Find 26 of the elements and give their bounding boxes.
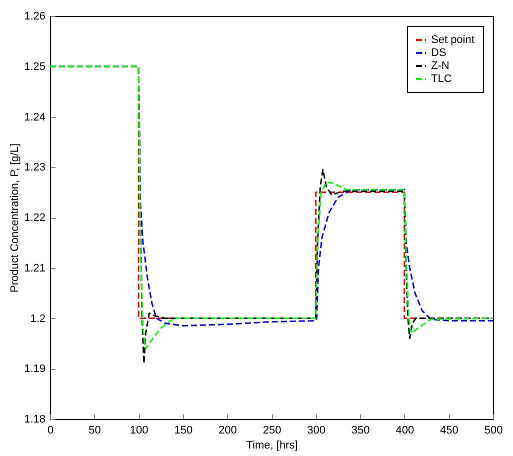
x-tick-label: 500 — [484, 424, 503, 436]
x-tick-label: 50 — [88, 424, 101, 436]
legend-label: Set point — [431, 34, 474, 46]
y-tick-label: 1.18 — [24, 414, 46, 426]
y-tick-label: 1.23 — [24, 162, 46, 174]
y-tick-label: 1.2 — [30, 312, 46, 325]
y-tick-label: 1.19 — [24, 363, 46, 376]
x-tick-label: 400 — [396, 424, 414, 436]
x-tick-label: 450 — [440, 424, 458, 436]
y-tick-label: 1.25 — [24, 60, 46, 73]
y-tick-label: 1.21 — [24, 262, 46, 274]
y-tick-label: 1.24 — [24, 111, 46, 124]
x-tick-label: 350 — [351, 424, 370, 436]
legend-label: Z-N — [431, 60, 450, 72]
legend-label: DS — [431, 47, 446, 59]
x-tick-label: 200 — [218, 424, 237, 436]
legend-label: TLC — [431, 73, 452, 85]
y-tick-label: 1.26 — [24, 10, 46, 22]
x-tick-label: 150 — [174, 424, 193, 436]
x-tick-label: 250 — [262, 424, 282, 436]
x-tick-label: 100 — [130, 424, 148, 436]
x-tick-label: 0 — [47, 424, 54, 436]
y-axis-title: Product Concentration, P, [g/L] — [9, 144, 22, 292]
x-axis-title: Time, [hrs] — [246, 440, 298, 452]
x-tick-label: 300 — [307, 424, 326, 436]
y-tick-label: 1.22 — [24, 212, 46, 224]
